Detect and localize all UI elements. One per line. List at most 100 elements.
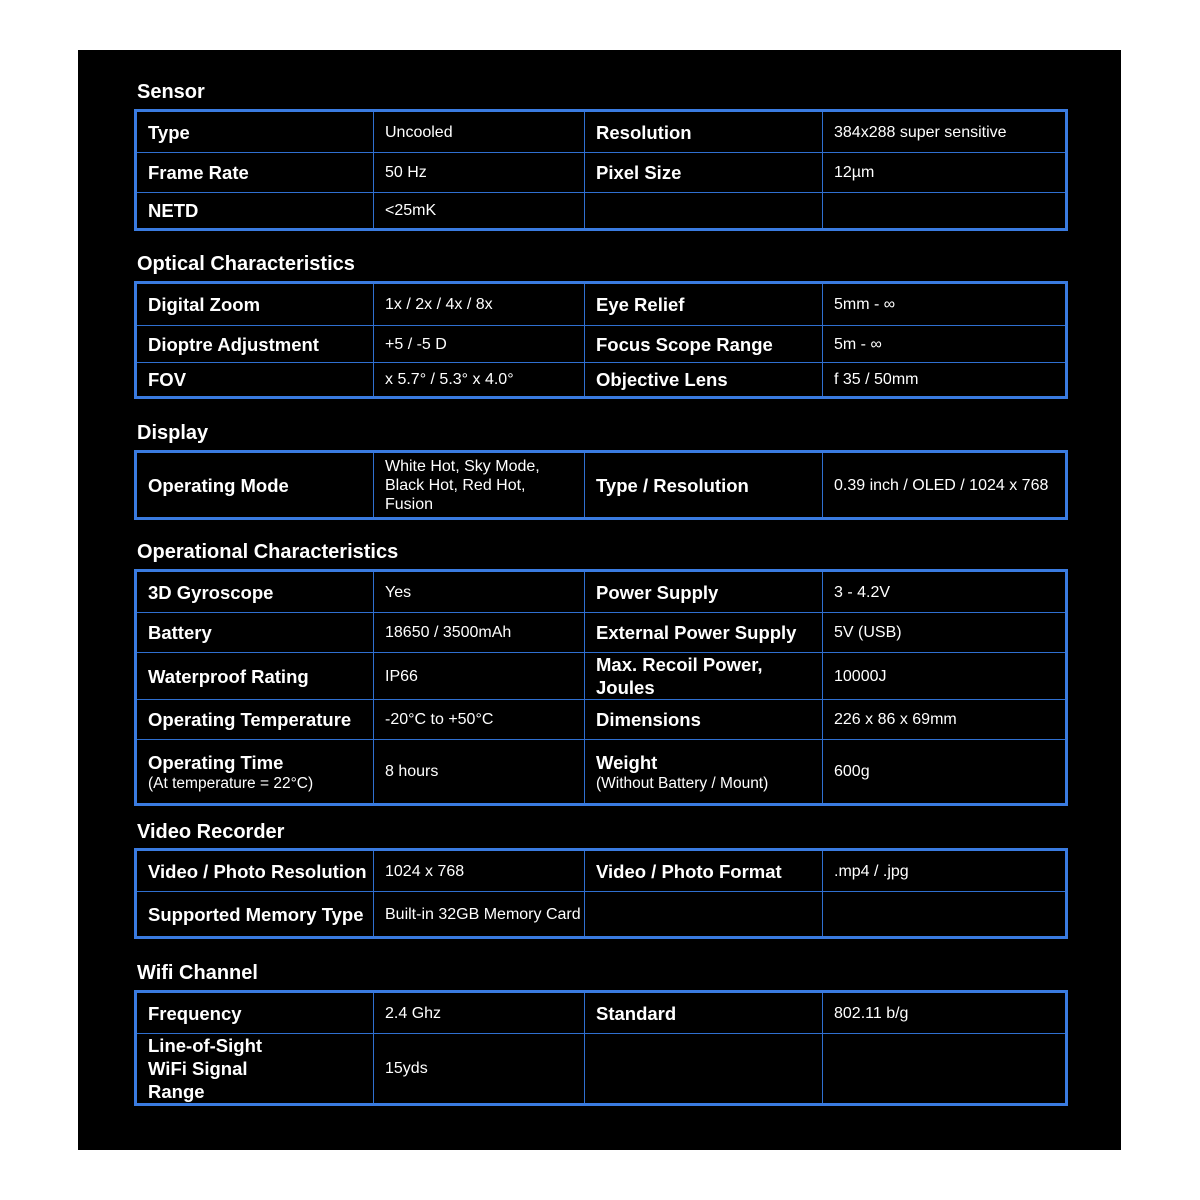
spec-label: FOV [135, 362, 374, 398]
spec-label-text: Digital Zoom [148, 294, 261, 315]
spec-table: Video / Photo Resolution 1024 x 768 Video … [134, 848, 1068, 939]
section-title: Video Recorder [137, 821, 285, 843]
spec-value: 5m - ∞ [822, 325, 1067, 363]
table-row: Type Uncooled Resolution 384x288 super sens… [135, 110, 1067, 153]
spec-value: 50 Hz [373, 152, 585, 193]
spec-label-text: Type [148, 121, 190, 143]
spec-label-text: Video / Photo Resolution [148, 860, 367, 882]
spec-value: 15yds [373, 1033, 585, 1105]
spec-label: 3D Gyroscope [135, 570, 374, 613]
spec-label-text: Weight [596, 751, 658, 773]
spec-label: Digital Zoom [135, 282, 374, 326]
spec-label: Objective Lens [584, 362, 823, 398]
section-title: Operational Characteristics [137, 541, 399, 563]
spec-value: IP66 [373, 652, 585, 700]
spec-label: Dimensions [584, 699, 823, 740]
spec-value: .mp4 / .jpg [822, 849, 1067, 892]
spec-label: Waterproof Rating [135, 652, 374, 700]
spec-label-text: Eye Relief [596, 294, 685, 315]
section-title: Display [137, 422, 209, 444]
spec-label: Frame Rate [135, 152, 374, 193]
spec-label: Operating Mode [135, 451, 374, 519]
spec-label [584, 1033, 823, 1105]
spec-label-text: Waterproof Rating [148, 665, 309, 687]
spec-value [822, 1033, 1067, 1105]
spec-label [584, 891, 823, 938]
spec-value: 5V (USB) [822, 612, 1067, 653]
spec-label-text: Operating Temperature [148, 709, 352, 730]
table-row: Video / Photo Resolution 1024 x 768 Video … [135, 849, 1067, 892]
spec-label-text: Standard [596, 1002, 677, 1024]
table-row: Dioptre Adjustment +5 / -5 D Focus Scope R… [135, 325, 1067, 363]
spec-label-text: NETD [148, 200, 199, 221]
spec-label-note: (At temperature = 22°C) [148, 774, 314, 792]
spec-value: <25mK [373, 192, 585, 230]
spec-value [822, 891, 1067, 938]
spec-label-note: (Without Battery / Mount) [596, 774, 769, 792]
table-row: FOV x 5.7° / 5.3° x 4.0° Objective Lens f … [135, 362, 1067, 398]
spec-label: Battery [135, 612, 374, 653]
table-row: Operating Time (At temperature = 22°C) 8 h… [135, 739, 1067, 805]
spec-label: Video / Photo Format [584, 849, 823, 892]
spec-label-text: Operating Mode [148, 474, 289, 496]
spec-label: Weight (Without Battery / Mount) [584, 739, 823, 805]
spec-label-text: Dioptre Adjustment [148, 333, 319, 355]
spec-label-text: Dimensions [596, 709, 701, 730]
spec-value: 10000J [822, 652, 1067, 700]
spec-value: 18650 / 3500mAh [373, 612, 585, 653]
spec-value: 2.4 Ghz [373, 991, 585, 1034]
spec-value: White Hot, Sky Mode, Black Hot, Red Hot,… [373, 451, 585, 519]
spec-label-text: Line-of-Sight WiFi Signal Range [148, 1035, 263, 1102]
spec-label-text: Frequency [148, 1002, 242, 1024]
spec-label-text: Battery [148, 622, 212, 643]
spec-label-text: Type / Resolution [596, 474, 749, 496]
table-row: Supported Memory Type Built-in 32GB Memor… [135, 891, 1067, 938]
spec-label: Type [135, 110, 374, 153]
spec-value: Built-in 32GB Memory Card [373, 891, 585, 938]
spec-label-text: 3D Gyroscope [148, 581, 274, 603]
spec-table: Frequency 2.4 Ghz Standard 802.11 b/g Line-o… [134, 990, 1068, 1106]
table-row: Line-of-Sight WiFi Signal Range 15yds [135, 1033, 1067, 1105]
spec-label: Eye Relief [584, 282, 823, 326]
spec-label-text: Power Supply [596, 581, 719, 603]
table-row: Battery 18650 / 3500mAh External Power Sup… [135, 612, 1067, 653]
spec-label: Operating Temperature [135, 699, 374, 740]
table-row: Operating Mode White Hot, Sky Mode, Black… [135, 451, 1067, 519]
spec-value: 600g [822, 739, 1067, 805]
spec-label: Focus Scope Range [584, 325, 823, 363]
spec-value: 8 hours [373, 739, 585, 805]
spec-label-text: Max. Recoil Power, Joules [596, 654, 763, 698]
section-title: Optical Characteristics [137, 253, 355, 275]
spec-value: f 35 / 50mm [822, 362, 1067, 398]
spec-label: Video / Photo Resolution [135, 849, 374, 892]
spec-label [584, 192, 823, 230]
spec-value: -20°C to +50°C [373, 699, 585, 740]
spec-label-text: Frame Rate [148, 162, 249, 183]
spec-label: Dioptre Adjustment [135, 325, 374, 363]
spec-label: Standard [584, 991, 823, 1034]
spec-label-text: Focus Scope Range [596, 333, 773, 355]
spec-value: 5mm - ∞ [822, 282, 1067, 326]
spec-label-text: Pixel Size [596, 162, 682, 183]
spec-value: 226 x 86 x 69mm [822, 699, 1067, 740]
spec-table: Operating Mode White Hot, Sky Mode, Black… [134, 450, 1068, 520]
spec-label-text: Resolution [596, 121, 692, 143]
spec-value: 3 - 4.2V [822, 570, 1067, 613]
spec-label: NETD [135, 192, 374, 230]
spec-value: +5 / -5 D [373, 325, 585, 363]
spec-label-text: Operating Time [148, 751, 284, 773]
spec-table: Digital Zoom 1x / 2x / 4x / 8x Eye Relief 5… [134, 281, 1068, 399]
spec-label-text: Objective Lens [596, 369, 728, 390]
table-row: Frequency 2.4 Ghz Standard 802.11 b/g [135, 991, 1067, 1034]
table-row: NETD <25mK [135, 192, 1067, 230]
table-row: Digital Zoom 1x / 2x / 4x / 8x Eye Relief 5… [135, 282, 1067, 326]
spec-label-text: Video / Photo Format [596, 860, 782, 882]
spec-value: 1024 x 768 [373, 849, 585, 892]
spec-label: Supported Memory Type [135, 891, 374, 938]
table-row: Operating Temperature -20°C to +50°C Dimen… [135, 699, 1067, 740]
spec-value: 1x / 2x / 4x / 8x [373, 282, 585, 326]
table-row: 3D Gyroscope Yes Power Supply 3 - 4.2V [135, 570, 1067, 613]
spec-value: 802.11 b/g [822, 991, 1067, 1034]
spec-label: Pixel Size [584, 152, 823, 193]
spec-value: Uncooled [373, 110, 585, 153]
